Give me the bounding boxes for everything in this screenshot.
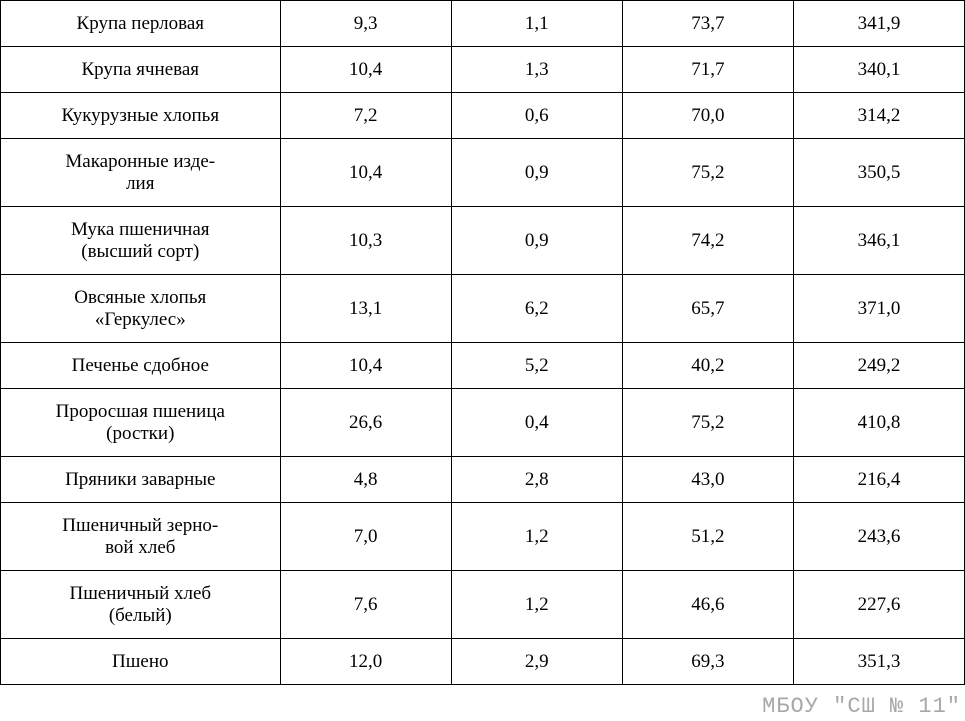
value-cell: 12,0 <box>280 639 451 685</box>
value-cell: 0,6 <box>451 93 622 139</box>
value-cell: 410,8 <box>793 389 964 457</box>
product-name-cell: Печенье сдобное <box>1 343 281 389</box>
value-cell: 6,2 <box>451 275 622 343</box>
value-cell: 0,9 <box>451 207 622 275</box>
value-cell: 0,9 <box>451 139 622 207</box>
table-row: Проросшая пшеница(ростки)26,60,475,2410,… <box>1 389 965 457</box>
table-row: Пшеничный зерно-вой хлеб7,01,251,2243,6 <box>1 503 965 571</box>
value-cell: 43,0 <box>622 457 793 503</box>
value-cell: 341,9 <box>793 1 964 47</box>
value-cell: 9,3 <box>280 1 451 47</box>
value-cell: 75,2 <box>622 389 793 457</box>
value-cell: 40,2 <box>622 343 793 389</box>
value-cell: 1,2 <box>451 503 622 571</box>
product-name-cell: Проросшая пшеница(ростки) <box>1 389 281 457</box>
value-cell: 7,0 <box>280 503 451 571</box>
product-name-cell: Пшеничный хлеб(белый) <box>1 571 281 639</box>
table-body: Крупа перловая9,31,173,7341,9Крупа ячнев… <box>1 1 965 685</box>
product-name-cell: Пшено <box>1 639 281 685</box>
value-cell: 1,1 <box>451 1 622 47</box>
product-name-cell: Кукурузные хлопья <box>1 93 281 139</box>
watermark-text: МБОУ "СШ № 11" <box>762 694 961 719</box>
value-cell: 340,1 <box>793 47 964 93</box>
value-cell: 371,0 <box>793 275 964 343</box>
product-name-cell: Крупа ячневая <box>1 47 281 93</box>
table-row: Овсяные хлопья«Геркулес»13,16,265,7371,0 <box>1 275 965 343</box>
value-cell: 10,4 <box>280 343 451 389</box>
value-cell: 74,2 <box>622 207 793 275</box>
value-cell: 350,5 <box>793 139 964 207</box>
product-name-cell: Пряники заварные <box>1 457 281 503</box>
value-cell: 249,2 <box>793 343 964 389</box>
value-cell: 1,2 <box>451 571 622 639</box>
table-row: Кукурузные хлопья7,20,670,0314,2 <box>1 93 965 139</box>
value-cell: 216,4 <box>793 457 964 503</box>
value-cell: 4,8 <box>280 457 451 503</box>
table-row: Мука пшеничная(высший сорт)10,30,974,234… <box>1 207 965 275</box>
table-row: Крупа ячневая10,41,371,7340,1 <box>1 47 965 93</box>
value-cell: 51,2 <box>622 503 793 571</box>
value-cell: 2,9 <box>451 639 622 685</box>
value-cell: 1,3 <box>451 47 622 93</box>
table-row: Пряники заварные4,82,843,0216,4 <box>1 457 965 503</box>
value-cell: 10,4 <box>280 47 451 93</box>
value-cell: 10,4 <box>280 139 451 207</box>
value-cell: 69,3 <box>622 639 793 685</box>
value-cell: 13,1 <box>280 275 451 343</box>
product-name-cell: Макаронные изде-лия <box>1 139 281 207</box>
value-cell: 70,0 <box>622 93 793 139</box>
value-cell: 75,2 <box>622 139 793 207</box>
product-name-cell: Мука пшеничная(высший сорт) <box>1 207 281 275</box>
table-row: Макаронные изде-лия10,40,975,2350,5 <box>1 139 965 207</box>
product-name-cell: Пшеничный зерно-вой хлеб <box>1 503 281 571</box>
value-cell: 0,4 <box>451 389 622 457</box>
value-cell: 71,7 <box>622 47 793 93</box>
value-cell: 2,8 <box>451 457 622 503</box>
product-name-cell: Крупа перловая <box>1 1 281 47</box>
table-row: Печенье сдобное10,45,240,2249,2 <box>1 343 965 389</box>
value-cell: 243,6 <box>793 503 964 571</box>
value-cell: 10,3 <box>280 207 451 275</box>
table-row: Пшеничный хлеб(белый)7,61,246,6227,6 <box>1 571 965 639</box>
value-cell: 346,1 <box>793 207 964 275</box>
value-cell: 5,2 <box>451 343 622 389</box>
value-cell: 7,2 <box>280 93 451 139</box>
value-cell: 26,6 <box>280 389 451 457</box>
value-cell: 46,6 <box>622 571 793 639</box>
nutrition-table: Крупа перловая9,31,173,7341,9Крупа ячнев… <box>0 0 965 685</box>
table-row: Крупа перловая9,31,173,7341,9 <box>1 1 965 47</box>
value-cell: 227,6 <box>793 571 964 639</box>
product-name-cell: Овсяные хлопья«Геркулес» <box>1 275 281 343</box>
value-cell: 351,3 <box>793 639 964 685</box>
value-cell: 7,6 <box>280 571 451 639</box>
value-cell: 73,7 <box>622 1 793 47</box>
value-cell: 65,7 <box>622 275 793 343</box>
table-row: Пшено12,02,969,3351,3 <box>1 639 965 685</box>
value-cell: 314,2 <box>793 93 964 139</box>
